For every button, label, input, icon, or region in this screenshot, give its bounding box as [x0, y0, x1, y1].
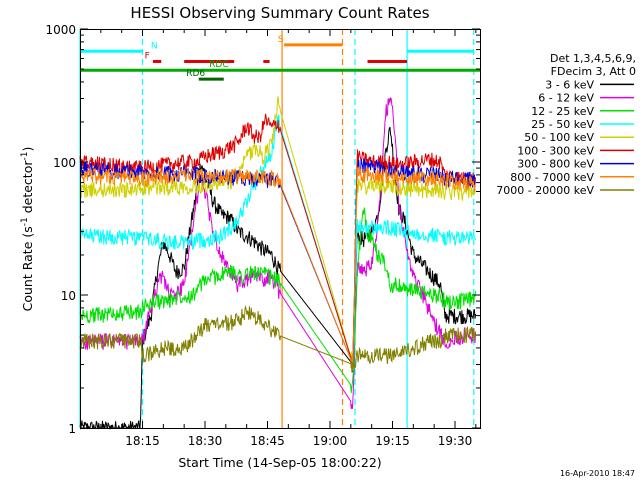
- y-tick-label-3: 1000: [45, 23, 76, 37]
- legend-title-line-1: FDecim 3, Att 0: [551, 65, 636, 78]
- y-tick-label-0: 1: [68, 422, 76, 436]
- x-axis-ticks: 18:15 18:30 18:45 19:00 19:15 19:30: [100, 29, 477, 448]
- x-tick-label-3: 19:00: [313, 434, 348, 448]
- legend-entry-3: 25 - 50 keV: [531, 118, 594, 131]
- legend-entry-7: 800 - 7000 keV: [510, 171, 594, 184]
- series-line-4: [79, 96, 477, 362]
- vertical-markers: [79, 29, 475, 428]
- y-axis-label: Count Rate (s-1 detector-1): [20, 147, 35, 312]
- y-axis-label-suffix: ): [20, 147, 35, 152]
- flag-label-s: S: [278, 35, 284, 45]
- y-axis-label-prefix: Count Rate (s: [20, 226, 35, 311]
- chart-title: HESSI Observing Summary Count Rates: [130, 4, 429, 22]
- x-tick-label-4: 19:15: [375, 434, 410, 448]
- series-line-2: [79, 207, 477, 393]
- flag-label-f: F: [145, 51, 150, 61]
- plot-frame: [80, 29, 481, 429]
- x-tick-label-1: 18:30: [188, 434, 223, 448]
- x-tick-label-0: 18:15: [125, 434, 160, 448]
- y-axis-ticks: 1 10 100 1000: [45, 23, 480, 436]
- flag-bars: N S F RDC RD6: [80, 35, 480, 81]
- series-lines: [79, 96, 477, 430]
- legend-entry-2: 12 - 25 keV: [531, 105, 594, 118]
- y-axis-label-mid: detector: [20, 160, 35, 218]
- legend: Det 1,3,4,5,6,9,FDecim 3, Att 03 - 6 keV…: [496, 52, 636, 197]
- y-tick-label-1: 10: [61, 289, 76, 303]
- flag-label-rd6: RD6: [186, 69, 205, 79]
- flag-label-rdc: RDC: [209, 60, 228, 70]
- series-line-1: [79, 96, 477, 410]
- series-line-7: [79, 166, 477, 371]
- x-tick-label-2: 18:45: [250, 434, 285, 448]
- generation-timestamp: 16-Apr-2010 18:47: [560, 469, 635, 478]
- legend-title-line-0: Det 1,3,4,5,6,9,: [550, 52, 636, 65]
- series-line-3: [79, 114, 477, 363]
- y-axis-label-sup2: -1: [20, 152, 30, 161]
- series-line-0: [79, 126, 477, 430]
- x-axis-label: Start Time (14-Sep-05 18:00:22): [178, 455, 381, 470]
- series-line-8: [79, 304, 477, 373]
- x-tick-label-5: 19:30: [438, 434, 473, 448]
- legend-entry-4: 50 - 100 keV: [524, 131, 594, 144]
- y-axis-label-sup1: -1: [20, 217, 30, 226]
- legend-entry-8: 7000 - 20000 keV: [496, 184, 594, 197]
- legend-entry-1: 6 - 12 keV: [538, 92, 594, 105]
- y-tick-label-2: 100: [53, 156, 76, 170]
- flag-label-n: N: [151, 41, 158, 51]
- legend-entry-6: 300 - 800 keV: [517, 158, 594, 171]
- legend-entry-5: 100 - 300 keV: [517, 144, 594, 157]
- series-line-5: [79, 113, 477, 365]
- legend-entry-0: 3 - 6 keV: [545, 78, 594, 91]
